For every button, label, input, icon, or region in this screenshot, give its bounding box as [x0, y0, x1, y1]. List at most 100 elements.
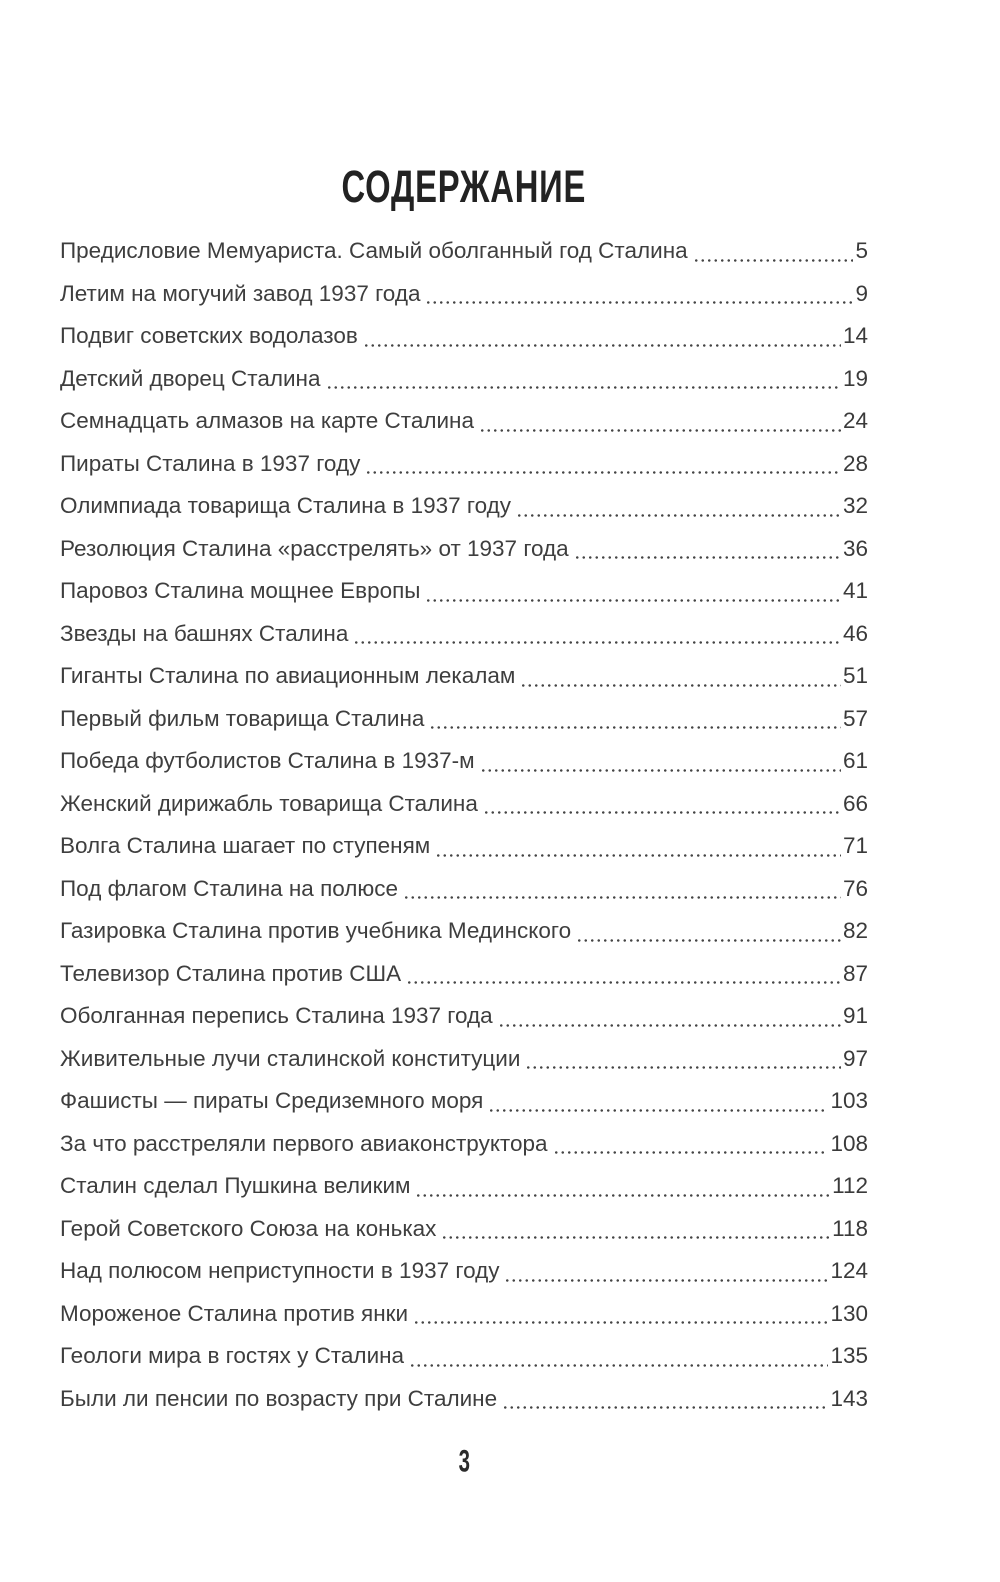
- dot-leader: [488, 1108, 829, 1112]
- toc-entry-title: Пираты Сталина в 1937 году: [60, 450, 361, 476]
- dot-leader: [502, 1406, 829, 1409]
- toc-entry: Победа футболистов Сталина в 1937-м 61: [60, 740, 868, 783]
- toc-entry: Фашисты — пираты Средиземного моря 103: [60, 1080, 868, 1123]
- book-page: СОДЕРЖАНИЕ Предисловие Мемуариста. Самый…: [60, 0, 868, 1480]
- toc-entry-page: 108: [830, 1130, 868, 1156]
- toc-entry: Гиганты Сталина по авиационным лекалам 5…: [60, 655, 868, 698]
- dot-leader: [482, 811, 841, 814]
- toc-entry-title: Женский дирижабль товарища Сталина: [60, 790, 478, 816]
- toc-entry: Предисловие Мемуариста. Самый оболганный…: [60, 230, 868, 273]
- dot-leader: [573, 556, 841, 559]
- dot-leader: [365, 471, 841, 474]
- dot-leader: [415, 1193, 831, 1197]
- toc-entry: Телевизор Сталина против США 87: [60, 953, 868, 996]
- dot-leader: [435, 853, 841, 857]
- dot-leader: [516, 513, 841, 517]
- dot-leader: [525, 1066, 841, 1069]
- page-title-text: СОДЕРЖАНИЕ: [341, 161, 587, 212]
- dot-leader: [406, 981, 841, 984]
- toc-entry: Детский дворец Сталина 19: [60, 358, 868, 401]
- dot-leader: [403, 896, 841, 899]
- toc-entry-page: 118: [832, 1215, 868, 1241]
- dot-leader: [520, 683, 841, 687]
- toc-entry: Пираты Сталина в 1937 году 28: [60, 443, 868, 486]
- toc-entry: Звезды на башнях Сталина 46: [60, 613, 868, 656]
- toc-entry: Паровоз Сталина мощнее Европы 41: [60, 570, 868, 613]
- dot-leader: [479, 768, 841, 772]
- toc-entry-title: Оболганная перепись Сталина 1937 года: [60, 1003, 493, 1028]
- toc-entry: Газировка Сталина против учебника Мединс…: [60, 910, 868, 953]
- toc-entry-title: Детский дворец Сталина: [60, 365, 321, 391]
- page-number: 3: [60, 1444, 868, 1480]
- toc-entry-title: Предисловие Мемуариста. Самый оболганный…: [60, 238, 688, 263]
- toc-entry-page: 61: [842, 748, 868, 773]
- toc-entry: Герой Советского Союза на коньках 118: [60, 1208, 868, 1251]
- toc-entry-page: 71: [842, 833, 868, 858]
- toc-entry-title: Геологи мира в гостях у Сталина: [60, 1343, 405, 1368]
- toc-entry: Были ли пенсии по возрасту при Сталине 1…: [60, 1378, 868, 1421]
- toc-entry-title: Герой Советского Союза на коньках: [60, 1215, 437, 1241]
- dot-leader: [441, 1236, 831, 1239]
- toc-entry: За что расстреляли первого авиаконструкт…: [60, 1123, 868, 1166]
- toc-entry-page: 135: [830, 1343, 868, 1368]
- toc-entry-page: 51: [842, 663, 868, 688]
- toc-entry-page: 143: [830, 1385, 868, 1411]
- toc-entry-page: 24: [842, 408, 868, 433]
- toc-entry-page: 66: [842, 790, 868, 816]
- toc-entry: Над полюсом неприступности в 1937 году 1…: [60, 1250, 868, 1293]
- page-number-text: 3: [458, 1444, 470, 1479]
- dot-leader: [504, 1278, 829, 1282]
- toc-entry-title: Под флагом Сталина на полюсе: [60, 875, 399, 901]
- toc-entry-page: 36: [842, 535, 868, 561]
- dot-leader: [552, 1151, 829, 1154]
- toc-entry: Подвиг советских водолазов 14: [60, 315, 868, 358]
- toc-entry: Сталин сделал Пушкина великим 112: [60, 1165, 868, 1208]
- toc-entry-title: Сталин сделал Пушкина великим: [60, 1173, 411, 1198]
- toc-entry-page: 87: [842, 960, 868, 986]
- toc-entry-page: 112: [832, 1173, 868, 1198]
- toc-entry-title: Первый фильм товарища Сталина: [60, 705, 425, 731]
- toc-entry-page: 57: [842, 705, 868, 731]
- toc-entry-page: 28: [842, 450, 868, 476]
- toc-entry-page: 32: [842, 493, 868, 518]
- toc-entry-title: Мороженое Сталина против янки: [60, 1300, 409, 1326]
- dot-leader: [425, 301, 854, 304]
- dot-leader: [425, 598, 841, 602]
- dot-leader: [478, 428, 841, 432]
- toc-entry: Живительные лучи сталинской конституции …: [60, 1038, 868, 1081]
- toc-entry-page: 46: [842, 620, 868, 646]
- dot-leader: [409, 1363, 829, 1367]
- dot-leader: [362, 343, 841, 347]
- toc-entry-title: Подвиг советских водолазов: [60, 323, 358, 348]
- toc-entry: Под флагом Сталина на полюсе 76: [60, 868, 868, 911]
- toc-entry: Мороженое Сталина против янки 130: [60, 1293, 868, 1336]
- toc-entry-page: 103: [830, 1088, 868, 1113]
- toc-entry-title: Над полюсом неприступности в 1937 году: [60, 1258, 500, 1283]
- toc-entry-page: 19: [842, 365, 868, 391]
- page-title: СОДЕРЖАНИЕ: [60, 0, 868, 212]
- toc-entry-title: Олимпиада товарища Сталина в 1937 году: [60, 493, 512, 518]
- toc-entry-title: Паровоз Сталина мощнее Европы: [60, 578, 421, 603]
- toc-entry-title: Газировка Сталина против учебника Мединс…: [60, 918, 572, 943]
- toc-entry-title: Резолюция Сталина «расстрелять» от 1937 …: [60, 535, 569, 561]
- toc-entry: Летим на могучий завод 1937 года 9: [60, 273, 868, 316]
- toc-entry-title: Гиганты Сталина по авиационным лекалам: [60, 663, 516, 688]
- toc-entry: Волга Сталина шагает по ступеням 71: [60, 825, 868, 868]
- toc-entry-title: Звезды на башнях Сталина: [60, 620, 349, 646]
- toc-entry-page: 82: [842, 918, 868, 943]
- toc-entry-page: 91: [842, 1003, 868, 1028]
- dot-leader: [692, 258, 854, 262]
- toc-entry-title: За что расстреляли первого авиаконструкт…: [60, 1130, 548, 1156]
- dot-leader: [429, 726, 841, 729]
- dot-leader: [576, 938, 841, 942]
- dot-leader: [353, 641, 841, 644]
- toc-entry: Первый фильм товарища Сталина 57: [60, 698, 868, 741]
- toc-entry-page: 97: [842, 1045, 868, 1071]
- toc-entry-page: 9: [855, 280, 868, 306]
- toc-entry-page: 76: [842, 875, 868, 901]
- toc-entry: Олимпиада товарища Сталина в 1937 году 3…: [60, 485, 868, 528]
- toc-entry: Женский дирижабль товарища Сталина 66: [60, 783, 868, 826]
- toc-entry-page: 41: [842, 578, 868, 603]
- toc-entry-title: Победа футболистов Сталина в 1937-м: [60, 748, 475, 773]
- toc-entry: Семнадцать алмазов на карте Сталина 24: [60, 400, 868, 443]
